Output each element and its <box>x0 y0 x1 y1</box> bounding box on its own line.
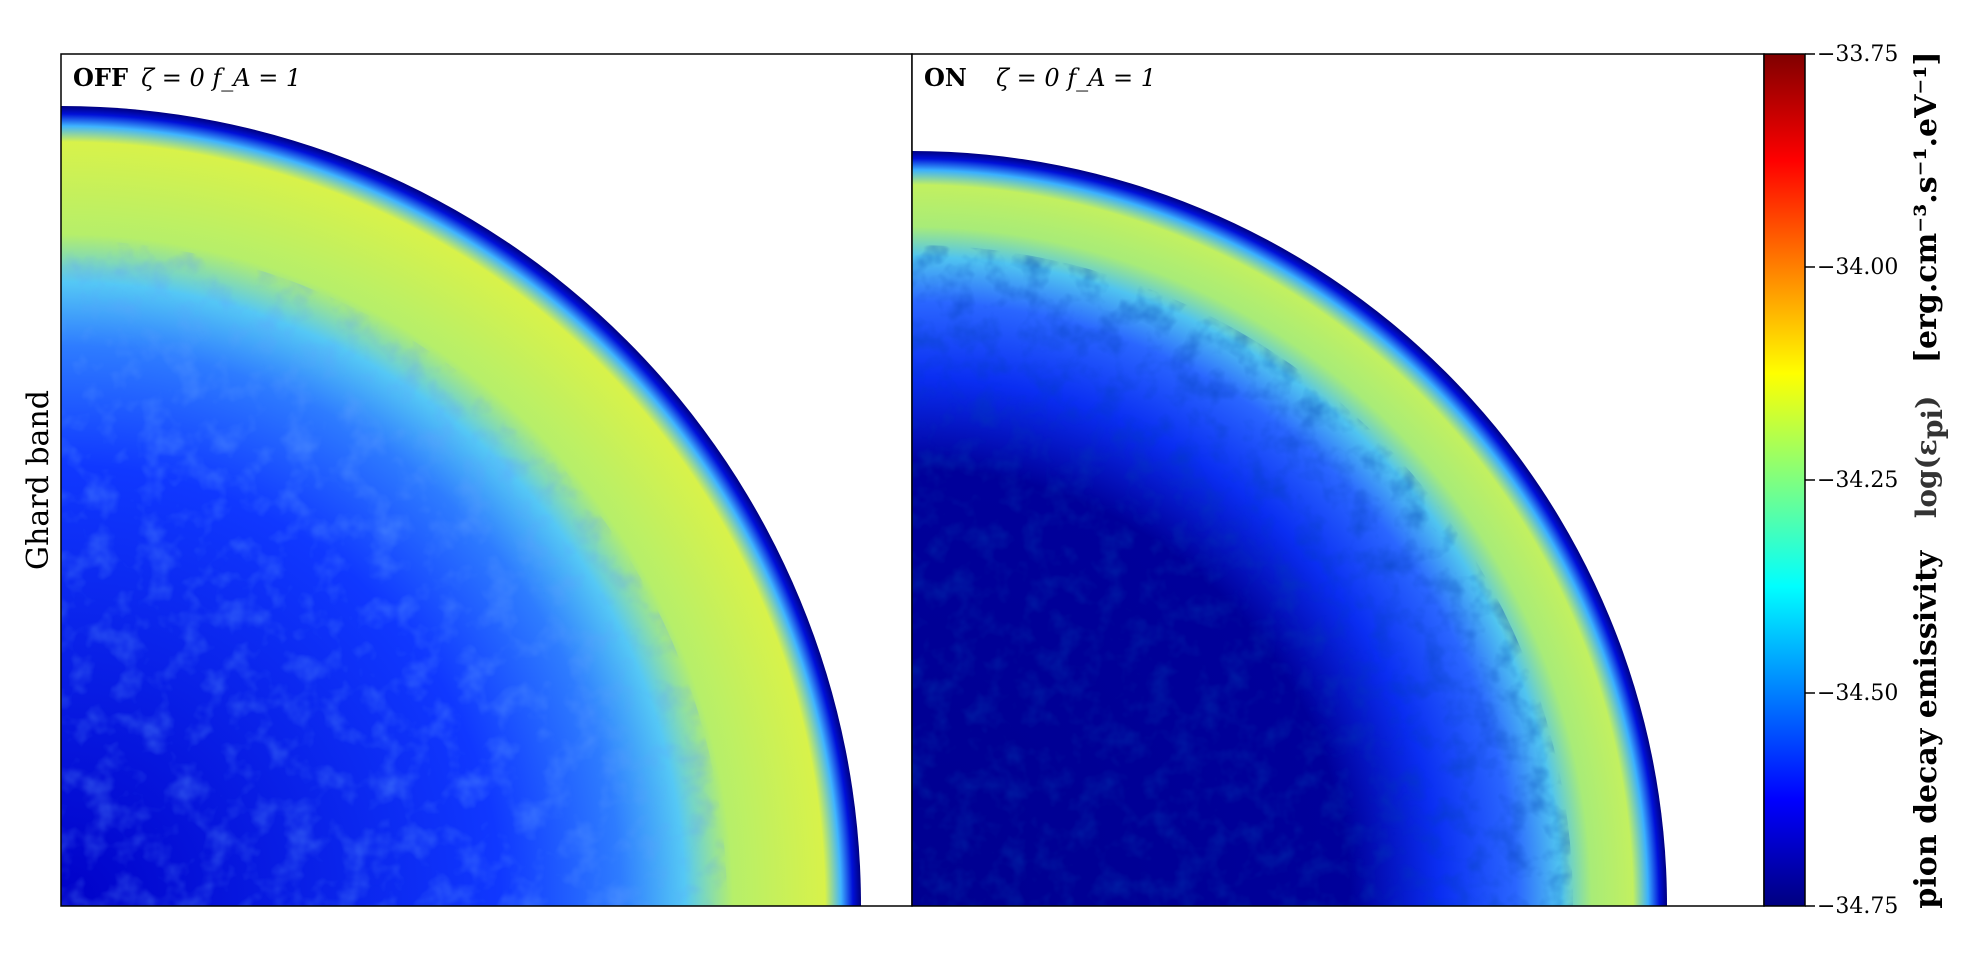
colorbar-tick-label: −33.75 <box>1817 42 1898 67</box>
colorbar-ticks: −33.75 −34.00 −34.25 −34.50 −34.75 <box>1805 42 1898 919</box>
panel-off: OFF ζ = 0 f_A = 1 <box>60 53 913 907</box>
panel-off-params: ζ = 0 f_A = 1 <box>141 64 301 92</box>
colorbar-label-sub: pi <box>1916 409 1949 439</box>
panel-on-params: ζ = 0 f_A = 1 <box>996 64 1156 92</box>
panel-off-turbulence <box>61 240 727 906</box>
colorbar-tick-label: −34.50 <box>1817 681 1898 706</box>
colorbar-label-symbol: log(ε <box>1910 439 1943 518</box>
panel-on-title: ON ζ = 0 f_A = 1 <box>924 63 1156 92</box>
row-label: Ghard band <box>21 390 56 570</box>
panel-off-title: OFF ζ = 0 f_A = 1 <box>73 63 301 92</box>
colorbar-gradient <box>1763 53 1806 907</box>
colorbar-label: pion decay emissivity log(εpi) [erg.cm⁻³… <box>1909 51 1949 908</box>
colorbar-label-units: [erg.cm⁻³.s⁻¹.eV⁻¹] <box>1909 51 1944 363</box>
colorbar-tick-label: −34.25 <box>1817 468 1898 493</box>
panel-on-tag: ON <box>924 63 967 92</box>
colorbar-tick-label: −34.00 <box>1817 255 1898 280</box>
colorbar-label-main: pion decay emissivity <box>1909 549 1944 908</box>
panel-on: ON ζ = 0 f_A = 1 <box>911 53 1765 907</box>
panel-on-turbulence <box>912 245 1573 906</box>
colorbar: −33.75 −34.00 −34.25 −34.50 −34.75 pion deca… <box>1763 42 1949 919</box>
colorbar-tick-label: −34.75 <box>1817 894 1898 919</box>
panel-off-tag: OFF <box>73 63 128 92</box>
